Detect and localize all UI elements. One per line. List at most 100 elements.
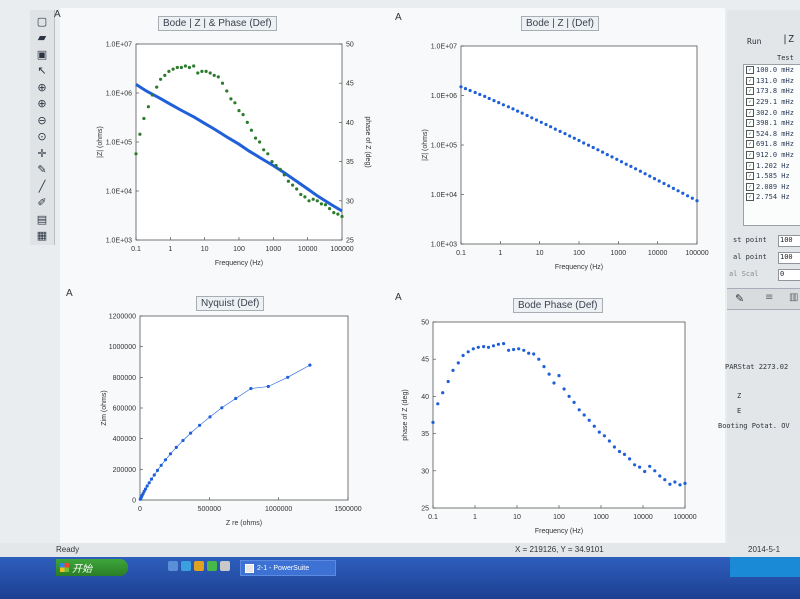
- taskbar-item-powersuite[interactable]: 2-1 - PowerSuite: [240, 560, 336, 576]
- data-point: [134, 152, 138, 156]
- folder-icon[interactable]: [220, 561, 230, 571]
- frequency-list-item[interactable]: ✓ 912.0 mHz: [744, 150, 800, 161]
- pen-icon[interactable]: ✎: [735, 292, 745, 305]
- frequency-list[interactable]: ✓ 100.0 mHz ✓ 131.0 mHz ✓ 173.8 mHz ✓ 229.1 mHz…: [743, 64, 800, 226]
- bode-z-plot[interactable]: 0.1 1 10 100 1000 10000 100000 1.0E+03 1.0E+04 1.…: [393, 8, 725, 286]
- frequency-list-item[interactable]: ✓ 691.8 mHz: [744, 139, 800, 150]
- save-icon[interactable]: ▣: [36, 47, 48, 61]
- report-icon[interactable]: ▦: [36, 229, 48, 242]
- checkbox[interactable]: ✓: [746, 172, 754, 181]
- start-button[interactable]: 开始: [56, 559, 128, 576]
- graph-area: 0.1 1 10 100 1000 10000 100000 1.0E+03 1.0E+04 1.…: [54, 8, 725, 543]
- zoom-out-icon[interactable]: ⊖: [37, 113, 47, 127]
- y-tick-label: 800000: [113, 375, 136, 382]
- data-point: [628, 457, 632, 461]
- x-tick-label: 100: [573, 250, 585, 257]
- browser-icon[interactable]: [181, 561, 191, 571]
- data-point: [150, 93, 154, 97]
- bode-z-phase-plot[interactable]: 0.1 1 10 100 1000 10000 100000 1.0E+03 1.0E+04 1.…: [54, 8, 393, 286]
- start-point-field[interactable]: 100: [778, 235, 800, 247]
- data-point: [577, 138, 581, 143]
- checkbox[interactable]: ✓: [746, 76, 754, 85]
- checkbox[interactable]: ✓: [746, 193, 754, 202]
- data-point: [308, 363, 312, 367]
- x-axis-label: Frequency (Hz): [215, 260, 263, 267]
- plot-title[interactable]: Bode | Z | & Phase (Def): [158, 16, 277, 31]
- data-point: [323, 203, 328, 207]
- data-point: [667, 184, 671, 188]
- experiment-panel: Run |Z Test ✓ 100.0 mHz ✓ 131.0 mHz ✓ 173.8 m…: [718, 10, 800, 545]
- scale-field[interactable]: 0: [778, 269, 800, 281]
- y-tick-label: 35: [421, 431, 429, 438]
- checkbox[interactable]: ✓: [746, 161, 754, 170]
- frequency-list-item[interactable]: ✓ 398.1 mHz: [744, 118, 800, 129]
- status-date: 2014-5-1: [748, 545, 781, 554]
- start-point-label: st point: [733, 236, 767, 244]
- frequency-list-item[interactable]: ✓ 2.754 Hz: [744, 192, 800, 203]
- frequency-list-item[interactable]: ✓ 302.0 mHz: [744, 107, 800, 118]
- new-file-icon[interactable]: ▢: [36, 14, 48, 28]
- data-point: [204, 69, 208, 73]
- grid-icon[interactable]: ▥: [789, 292, 799, 303]
- app-icon[interactable]: [207, 561, 217, 571]
- frequency-list-item[interactable]: ✓ 131.0 mHz: [744, 76, 800, 87]
- plot-frame: [432, 321, 686, 509]
- edit-icon[interactable]: ✐: [37, 196, 47, 209]
- frequency-list-item[interactable]: ✓ 1.585 Hz: [744, 171, 800, 182]
- final-point-field[interactable]: 100: [778, 252, 800, 264]
- zoom-fit-icon[interactable]: ⊙: [37, 130, 47, 143]
- data-point: [553, 127, 557, 131]
- data-point: [286, 375, 290, 379]
- line-icon[interactable]: ╱: [38, 179, 46, 193]
- checkbox[interactable]: ✓: [746, 87, 754, 96]
- system-tray: [730, 557, 800, 577]
- frequency-list-item[interactable]: ✓ 524.8 mHz: [744, 129, 800, 140]
- nyquist-plot[interactable]: 0 500000 1000000 1500000 0 200000 400000 600000…: [60, 286, 393, 543]
- y2-tick-label: 30: [346, 198, 354, 205]
- frequency-label: 173.8 mHz: [756, 87, 794, 96]
- taskbar: 开始 2-1 - PowerSuite: [0, 557, 800, 599]
- lock-icon[interactable]: ▤: [36, 212, 48, 226]
- chart-canvas[interactable]: 0.1 1 10 100 1000 10000 100000 1.0E+03 1.0E+04 1.…: [393, 8, 725, 286]
- data-point: [167, 69, 171, 73]
- checkbox[interactable]: ✓: [746, 98, 754, 107]
- y2-tick-label: 50: [346, 42, 354, 49]
- open-folder-icon[interactable]: ▰: [37, 31, 47, 44]
- data-point: [249, 386, 253, 391]
- select-arrow-icon[interactable]: ↖: [37, 64, 47, 77]
- plot-title[interactable]: Bode Phase (Def): [513, 298, 603, 313]
- checkbox[interactable]: ✓: [746, 151, 754, 160]
- plot-title[interactable]: Bode | Z | (Def): [521, 16, 599, 31]
- frequency-list-item[interactable]: ✓ 2.089 Hz: [744, 182, 800, 193]
- data-point: [187, 65, 191, 70]
- data-point: [681, 191, 685, 195]
- crosshair-icon[interactable]: ✛: [37, 146, 47, 160]
- chart-canvas[interactable]: 0 500000 1000000 1500000 0 200000 400000 600000…: [60, 286, 393, 543]
- data-point: [491, 344, 496, 348]
- checkbox[interactable]: ✓: [746, 182, 754, 191]
- checkbox[interactable]: ✓: [746, 108, 754, 117]
- checkbox[interactable]: ✓: [746, 119, 754, 128]
- show-desktop-icon[interactable]: [168, 561, 178, 571]
- bode-phase-plot[interactable]: 0.1 1 10 100 1000 10000 100000 25 30 35 40 45 50 Freq…: [393, 286, 725, 543]
- checkbox[interactable]: ✓: [746, 66, 754, 75]
- frequency-list-item[interactable]: ✓ 229.1 mHz: [744, 97, 800, 108]
- frequency-list-item[interactable]: ✓ 100.0 mHz: [744, 65, 800, 76]
- data-point: [549, 125, 553, 129]
- frequency-list-item[interactable]: ✓ 173.8 mHz: [744, 86, 800, 97]
- chart-canvas[interactable]: 0.1 1 10 100 1000 10000 100000 25 30 35 40 45 50 Freq…: [393, 286, 725, 543]
- media-icon[interactable]: [194, 561, 204, 571]
- checkbox[interactable]: ✓: [746, 129, 754, 138]
- list-icon[interactable]: ≡: [765, 292, 774, 303]
- zoom-in-icon[interactable]: ⊕: [37, 80, 47, 94]
- y-tick-label: 1.0E+07: [431, 44, 457, 51]
- plot-title[interactable]: Nyquist (Def): [196, 296, 265, 311]
- data-point: [266, 152, 270, 156]
- chart-canvas[interactable]: 0.1 1 10 100 1000 10000 100000 1.0E+03 1.0E+04 1.…: [60, 8, 393, 286]
- data-point: [286, 179, 290, 183]
- pen-icon[interactable]: ✎: [37, 163, 47, 176]
- frequency-list-item[interactable]: ✓ 1.202 Hz: [744, 160, 800, 171]
- data-point: [638, 169, 642, 173]
- zoom-in-2-icon[interactable]: ⊕: [37, 97, 47, 110]
- checkbox[interactable]: ✓: [746, 140, 754, 149]
